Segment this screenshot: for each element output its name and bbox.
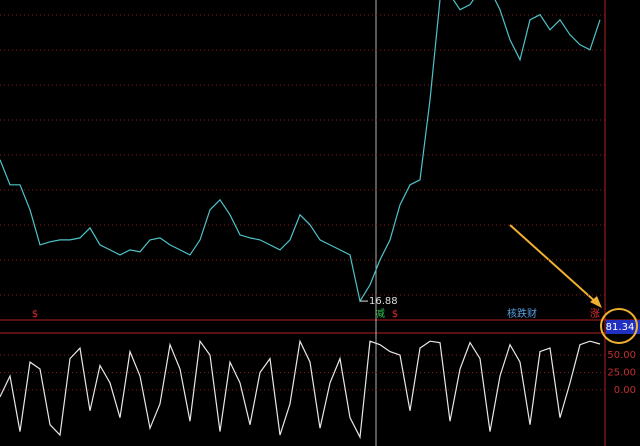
- series: [0, 339, 601, 440]
- arrow: [509, 224, 599, 305]
- y-tick-label: 25.00: [607, 367, 636, 378]
- y-tick-label: 0.00: [614, 385, 636, 396]
- signal-marker: 核跌财: [507, 307, 537, 320]
- highlight-circle: [600, 308, 638, 344]
- series: [0, 0, 601, 303]
- signal-marker: 减: [375, 308, 385, 320]
- low-label: 16.88: [369, 296, 398, 307]
- y-tick-label: 50.00: [607, 350, 636, 361]
- signal-marker: 涨: [590, 308, 600, 320]
- readout: 81.34: [606, 322, 635, 333]
- series-line: [0, 339, 601, 440]
- arrow-head: [590, 296, 602, 308]
- readout-box: [606, 320, 640, 334]
- signal-marker: $: [392, 309, 398, 320]
- signal-marker: $: [32, 309, 38, 320]
- series-line: [0, 0, 601, 303]
